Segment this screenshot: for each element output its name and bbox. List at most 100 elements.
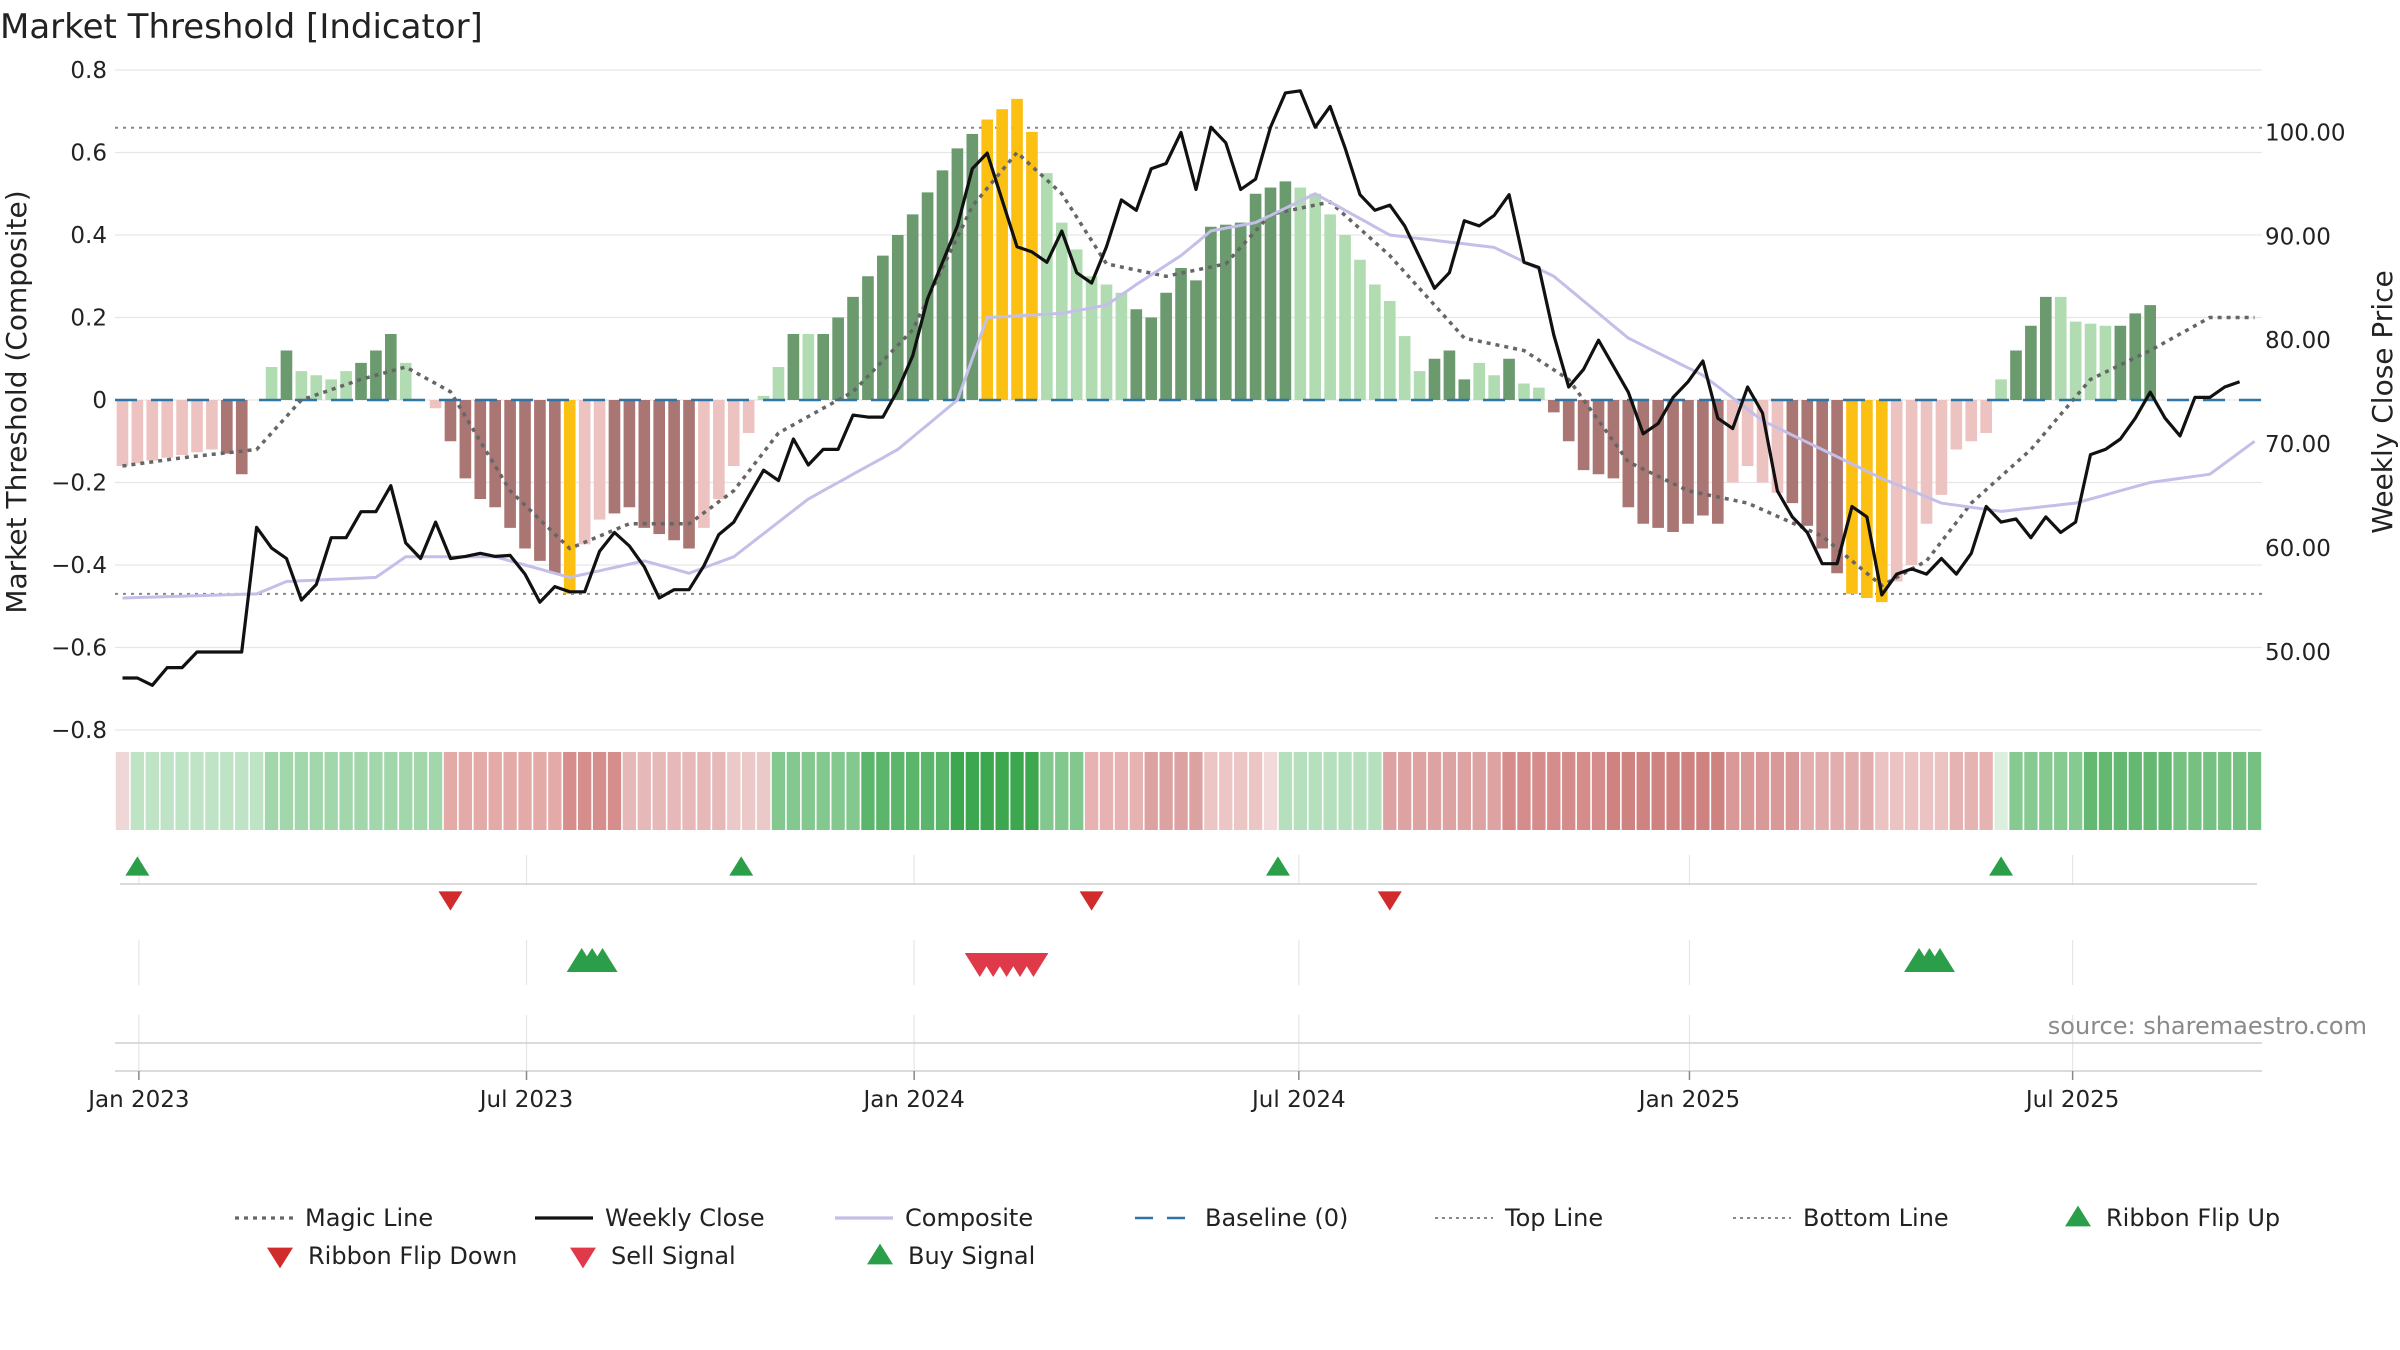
histogram-bar [1562, 400, 1575, 442]
histogram-bar [474, 400, 487, 499]
ribbon-cell [1472, 752, 1486, 830]
ribbon-cell [1576, 752, 1591, 830]
ribbon-cell [816, 752, 830, 830]
histogram-bar [1756, 400, 1769, 483]
ribbon-cell [1442, 752, 1457, 830]
histogram-bar [1831, 400, 1843, 574]
y-tick-left: 0.2 [70, 306, 107, 332]
ribbon-flip-down-markers [438, 891, 1402, 911]
histogram-bar [116, 400, 129, 466]
ribbon-cell [235, 752, 249, 830]
y-tick-right: 70.00 [2265, 432, 2331, 458]
ribbon-cell [980, 752, 994, 830]
ribbon-cell [1129, 752, 1143, 830]
histogram-bar [996, 109, 1008, 400]
buy-signal-marker [1924, 948, 1955, 972]
x-tick-label: Jul 2024 [1250, 1087, 1346, 1113]
ribbon-cell [1934, 752, 1949, 830]
histogram-bar [1533, 387, 1545, 400]
legend-label: Ribbon Flip Down [308, 1242, 517, 1270]
legend-item: Ribbon Flip Up [2065, 1204, 2280, 1232]
histogram-bar [2039, 296, 2052, 400]
ribbon-cell [2039, 752, 2053, 830]
ribbon-cell [727, 752, 741, 830]
ribbon-cell [995, 752, 1009, 830]
histogram-bar [1294, 187, 1307, 400]
gridlines [115, 69, 2262, 731]
histogram-bar [832, 317, 844, 400]
histogram-bar [2069, 321, 2082, 400]
buy-signal-marker [587, 948, 618, 972]
y-tick-right: 60.00 [2265, 536, 2331, 562]
histogram-bar [936, 170, 949, 400]
signal-panel-gridlines [115, 855, 2262, 1072]
ribbon-cell [906, 752, 920, 830]
ribbon-cell [771, 752, 786, 830]
histogram-bar [802, 334, 815, 400]
ribbon-cell [1606, 752, 1621, 830]
ribbon-cell [1398, 752, 1412, 830]
ribbon-cell [294, 752, 309, 830]
histogram-bar [340, 371, 352, 400]
histogram-bar [847, 296, 859, 400]
histogram-bar [817, 334, 830, 400]
ribbon-cell [1785, 752, 1799, 830]
y-tick-left: −0.2 [51, 471, 107, 497]
ribbon-cell [1368, 752, 1382, 830]
ribbon-cell [1681, 752, 1695, 830]
ribbon-cell [160, 752, 174, 830]
ribbon-cell [786, 752, 801, 830]
main-panel: 0.8 0.6 0.4 0.2 0 −0.2 −0.4 −0.6 −0.8 100.00 90.0… [0, 58, 2399, 744]
ribbon-cell [1949, 752, 1964, 830]
histogram-bar [1458, 379, 1471, 400]
ribbon-flip-up-marker [729, 856, 754, 876]
ribbon-cell [1353, 752, 1367, 830]
histogram-bar [1443, 350, 1456, 400]
histogram-bar [2114, 325, 2127, 400]
ribbon-cell [1830, 752, 1844, 830]
histogram-bar [1890, 400, 1903, 582]
histogram-bar [146, 400, 159, 461]
ribbon-cell [175, 752, 189, 830]
ribbon-cell [742, 752, 756, 830]
ribbon-cell [115, 752, 130, 830]
histogram-bar [653, 400, 666, 535]
ribbon-cell [1815, 752, 1829, 830]
histogram-bar [1950, 400, 1963, 450]
histogram-bar [1652, 400, 1664, 528]
ribbon-cell [1591, 752, 1606, 830]
legend-swatch [2065, 1205, 2091, 1227]
legend-item: Buy Signal [867, 1242, 1035, 1270]
y-tick-left: 0.4 [70, 223, 107, 249]
y-tick-left: −0.6 [51, 636, 107, 662]
histogram-bar [131, 400, 144, 464]
histogram-bar [1980, 400, 1992, 433]
histogram-bar [2099, 325, 2112, 400]
legend-item: Baseline (0) [1135, 1204, 1348, 1232]
ribbon-cell [2068, 752, 2083, 830]
ribbon-cell [220, 752, 234, 830]
legend-label: Top Line [1504, 1204, 1603, 1232]
histogram-bar [1130, 309, 1143, 400]
histogram-bar [2084, 323, 2097, 400]
ribbon-cell [1770, 752, 1785, 830]
ribbon-cell [1711, 752, 1725, 830]
legend-item: Weekly Close [535, 1204, 765, 1232]
ribbon-cell [1621, 752, 1635, 830]
ribbon-cell [1919, 752, 1934, 830]
ribbon-cell [548, 752, 562, 830]
ribbon-cell [1010, 752, 1024, 830]
histogram-bar [698, 400, 710, 528]
y-tick-left: 0.8 [70, 58, 107, 84]
histogram-bar [1354, 259, 1366, 400]
x-tick-label: Jan 2024 [862, 1087, 965, 1113]
legend-label: Ribbon Flip Up [2106, 1204, 2280, 1232]
ribbon-cell [2218, 752, 2232, 830]
ribbon-flip-up-marker [1989, 856, 2014, 876]
histogram-bar [1369, 284, 1381, 400]
ribbon-cell [1666, 752, 1680, 830]
legend-label: Bottom Line [1803, 1204, 1949, 1232]
histogram-bar [1383, 301, 1396, 400]
y-axis-left-label: Market Threshold (Composite) [0, 190, 33, 613]
